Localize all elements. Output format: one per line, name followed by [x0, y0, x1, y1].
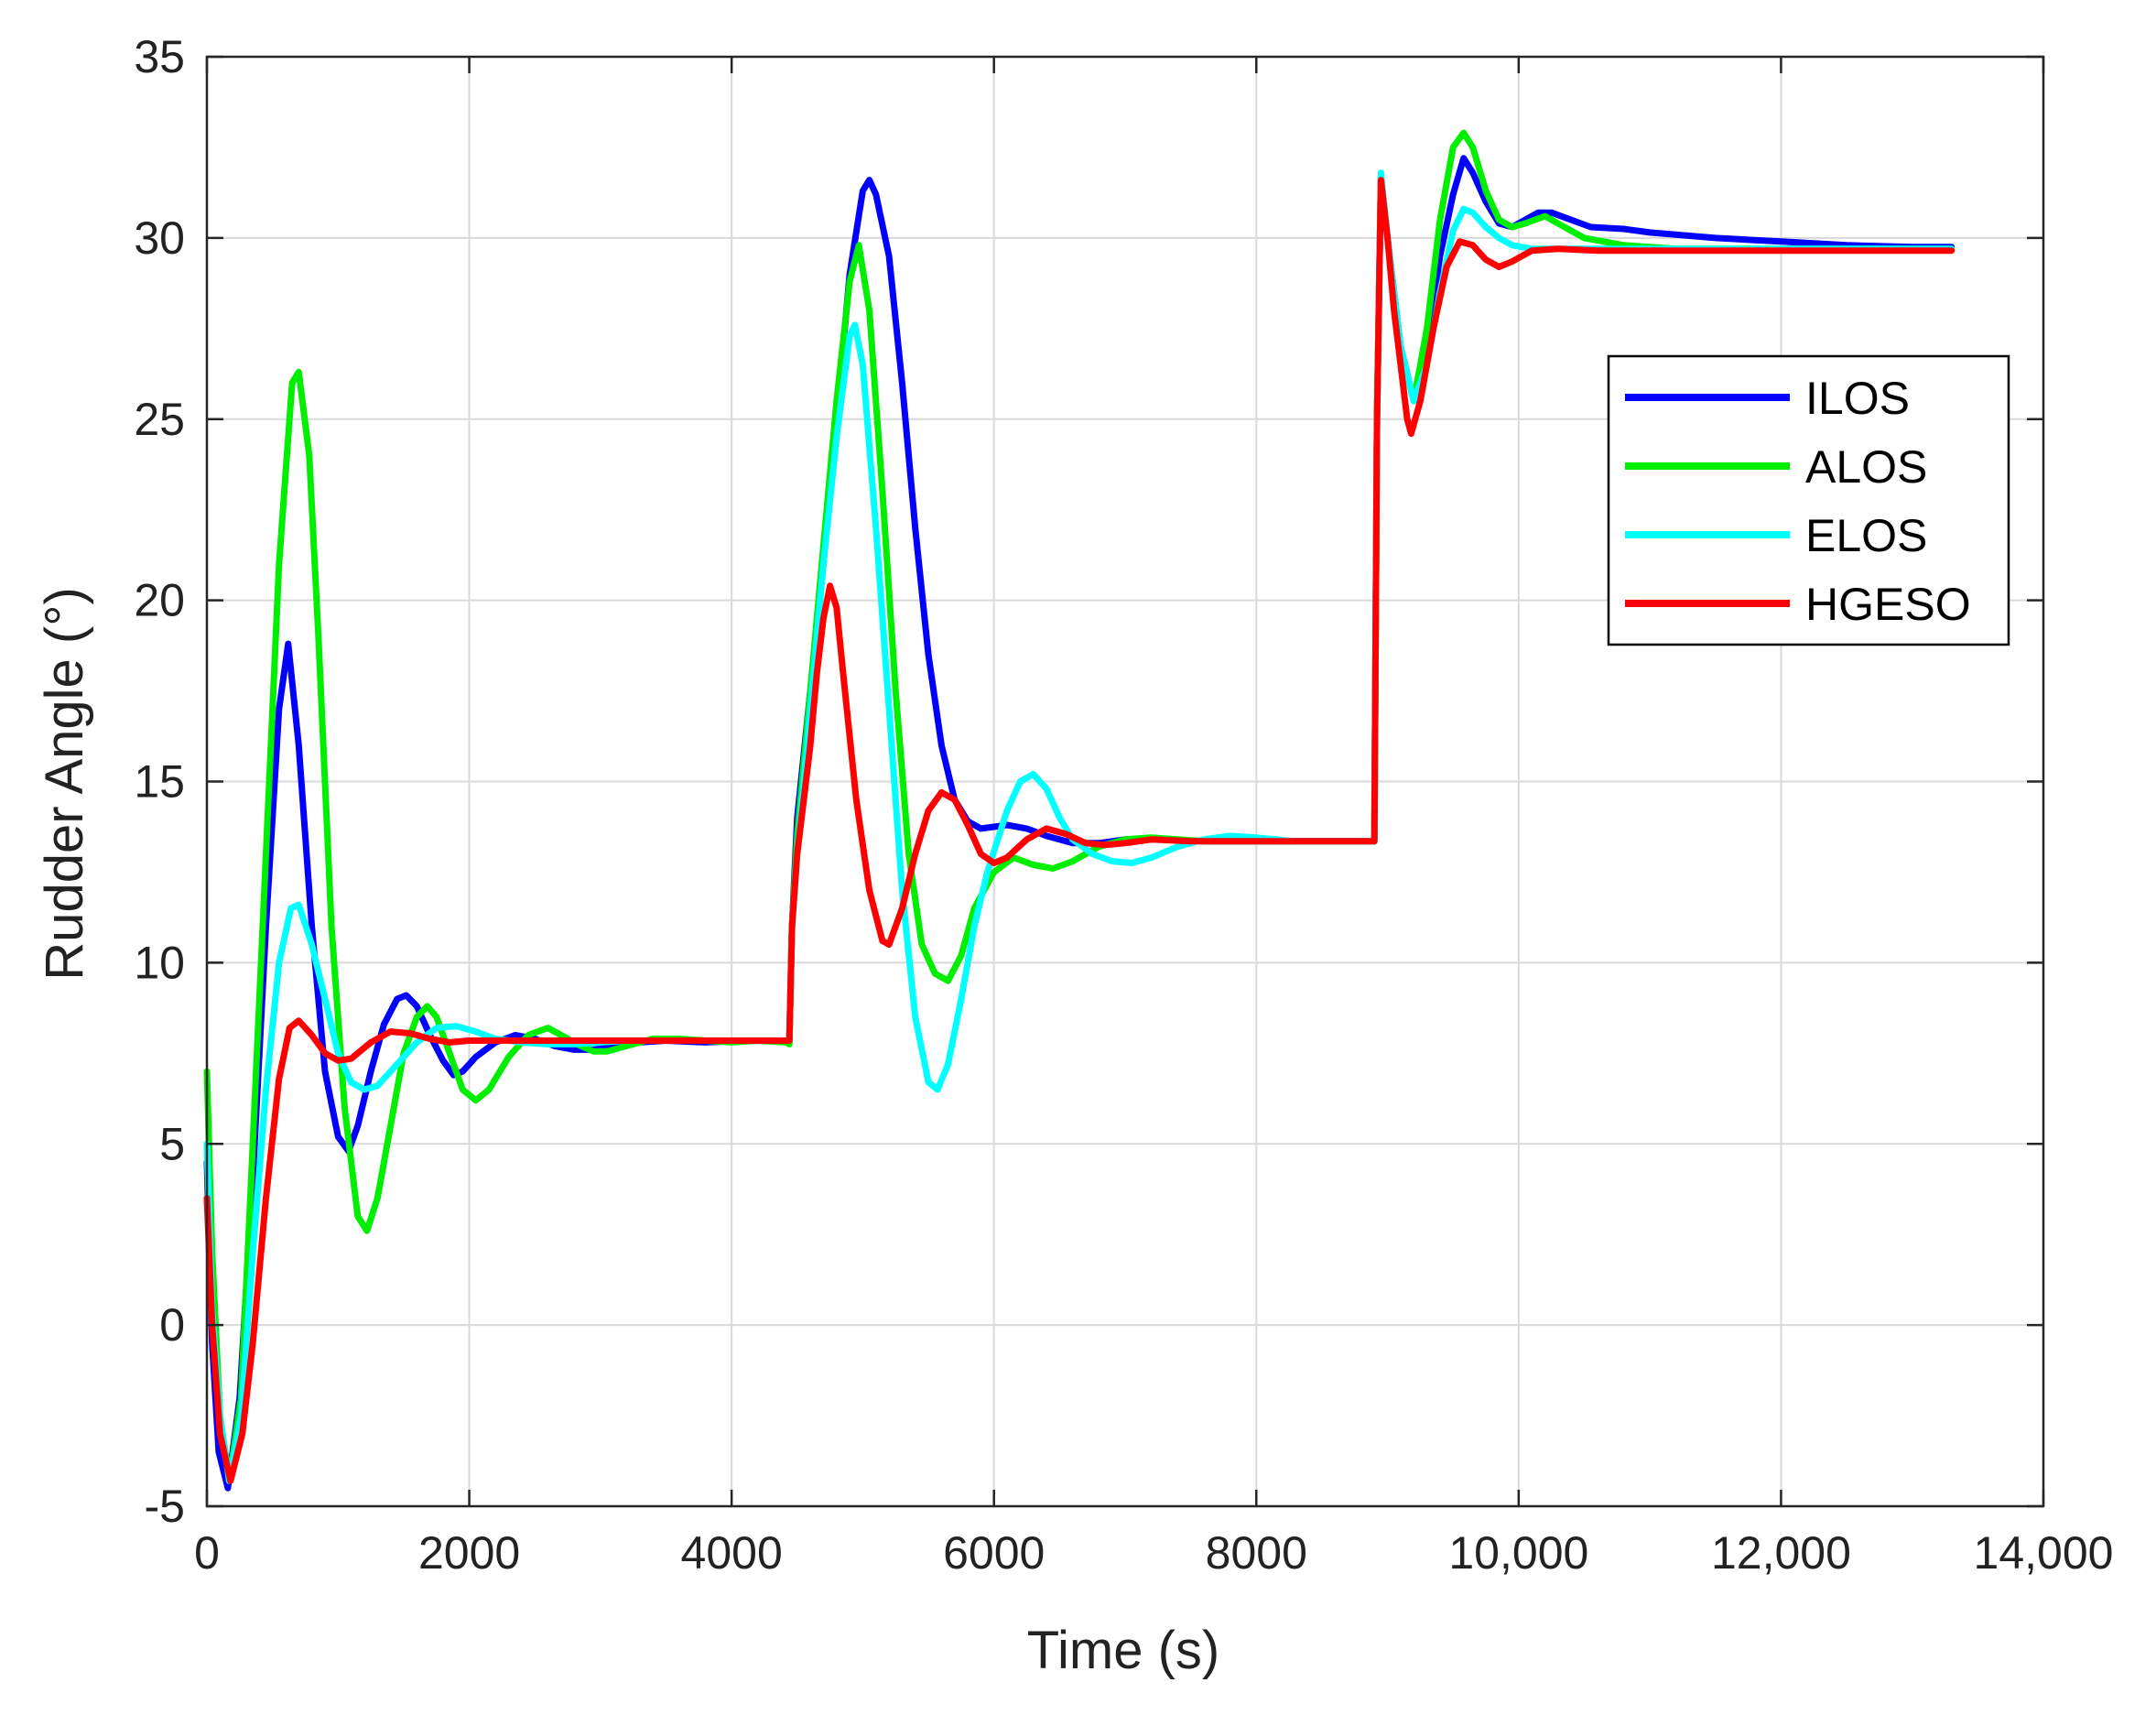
y-tick-label: 35: [134, 31, 185, 82]
grid-lines: [207, 57, 2043, 1506]
x-tick-label: 12,000: [1711, 1527, 1851, 1579]
x-tick-label: 8000: [1206, 1527, 1307, 1579]
y-tick-label: 25: [134, 394, 185, 445]
legend-box: [1607, 354, 2010, 646]
legend-label-hgeso: HGESO: [1805, 579, 1971, 630]
x-tick-label: 2000: [418, 1527, 520, 1579]
legend: ILOS ALOS ELOS HGESO: [1607, 354, 2010, 646]
x-tick-label: 6000: [943, 1527, 1045, 1579]
series-line-alos: [203, 129, 1956, 1484]
y-tick-label: 10: [134, 937, 185, 988]
legend-label-elos: ELOS: [1805, 510, 1927, 561]
y-tick-label: -5: [145, 1481, 185, 1532]
x-axis-ticks: 0 2000 4000 6000 8000 10,000 12,000 14,000: [194, 57, 2113, 1579]
y-tick-label: 5: [159, 1118, 185, 1169]
y-axis-ticks: -5 0 5 10 15 20 25 30 35: [134, 31, 2043, 1532]
series-line-hgeso: [203, 177, 1956, 1484]
series-line-ilos: [203, 155, 1956, 1492]
y-axis-title: Rudder Angle (°): [35, 587, 94, 980]
legend-label-alos: ALOS: [1805, 441, 1927, 493]
y-tick-label: 30: [134, 212, 185, 264]
x-tick-label: 14,000: [1974, 1527, 2114, 1579]
y-tick-label: 0: [159, 1299, 185, 1351]
series-lines: [203, 129, 1956, 1492]
y-tick-label: 20: [134, 575, 185, 626]
x-tick-label: 0: [194, 1527, 220, 1579]
legend-label-ilos: ILOS: [1805, 373, 1910, 424]
x-tick-label: 4000: [681, 1527, 783, 1579]
x-tick-label: 10,000: [1448, 1527, 1588, 1579]
x-axis-title: Time (s): [1027, 1621, 1219, 1680]
y-tick-label: 15: [134, 756, 185, 808]
